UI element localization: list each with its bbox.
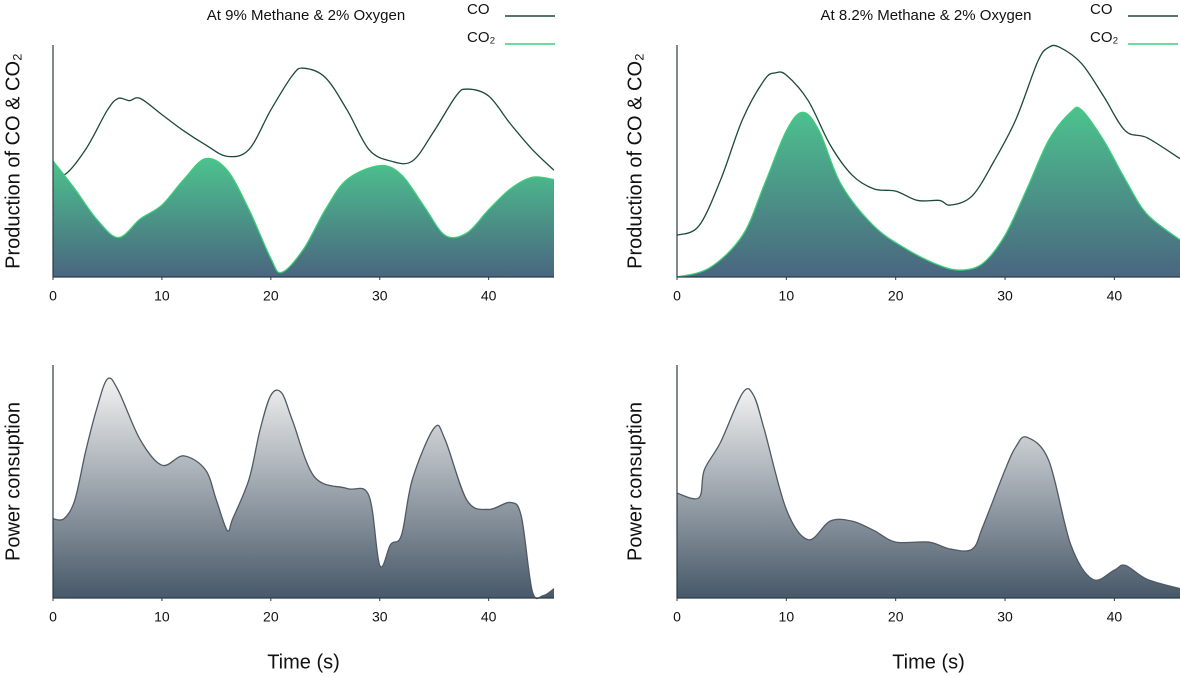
line — [676, 44, 1180, 236]
line — [676, 388, 1180, 590]
x-axis-label: Time (s) — [892, 651, 965, 673]
y-axis-label: Power consuption — [624, 402, 646, 561]
x-tick-label: 0 — [49, 609, 57, 625]
x-tick-label: 30 — [372, 609, 388, 625]
x-tick-label: 20 — [888, 609, 904, 625]
x-tick-label: 10 — [779, 609, 795, 625]
x-tick-label: 40 — [481, 288, 497, 304]
legend-label: CO₂ — [1090, 29, 1119, 46]
y-axis-label: Power consuption — [2, 402, 24, 561]
legend-label: CO — [1090, 1, 1113, 18]
x-tick-label: 10 — [154, 288, 170, 304]
area — [53, 378, 554, 599]
x-axis-label: Time (s) — [267, 651, 340, 673]
panel: 0 10 20 30 40 Power consuption Time (s) — [624, 365, 1180, 673]
x-tick-label: 0 — [49, 288, 57, 304]
x-tick-label: 0 — [673, 609, 681, 625]
x-tick-label: 0 — [673, 288, 681, 304]
chart-title: At 9% Methane & 2% Oxygen — [207, 7, 405, 24]
x-tick-label: 10 — [779, 288, 795, 304]
x-tick-label: 30 — [997, 609, 1013, 625]
legend-label: CO — [467, 1, 490, 18]
area — [677, 388, 1180, 598]
line — [52, 157, 555, 274]
panel: 0 10 20 30 40 At 9% Methane & 2% Oxygen Produc… — [2, 1, 555, 304]
x-tick-label: 40 — [481, 609, 497, 625]
panel: 0 10 20 30 40 Power consuption Time (s) — [2, 365, 555, 673]
x-tick-label: 30 — [997, 288, 1013, 304]
line — [676, 106, 1180, 278]
x-tick-label: 30 — [372, 288, 388, 304]
x-tick-label: 20 — [263, 609, 279, 625]
area — [677, 107, 1180, 277]
y-axis-label: Production of CO & CO₂ — [624, 53, 646, 269]
chart-title: At 8.2% Methane & 2% Oxygen — [821, 7, 1032, 24]
legend-label: CO₂ — [467, 29, 496, 46]
x-tick-label: 10 — [154, 609, 170, 625]
y-axis-label: Production of CO & CO₂ — [2, 53, 24, 269]
line — [52, 67, 555, 176]
line — [52, 377, 555, 600]
panel: 0 10 20 30 40 At 8.2% Methane & 2% Oxygen Prod… — [624, 1, 1180, 304]
area — [53, 158, 554, 277]
x-tick-label: 40 — [1107, 288, 1123, 304]
x-tick-label: 20 — [888, 288, 904, 304]
x-tick-label: 40 — [1107, 609, 1123, 625]
x-tick-label: 20 — [263, 288, 279, 304]
